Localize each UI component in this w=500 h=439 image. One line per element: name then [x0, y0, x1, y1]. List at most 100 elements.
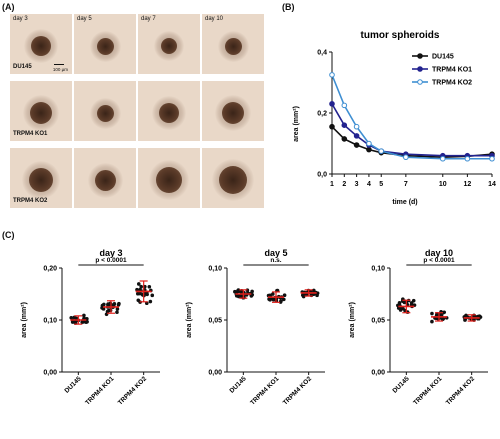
series-line	[331, 103, 492, 157]
data-point	[136, 282, 141, 286]
data-point	[353, 142, 360, 148]
data-point	[147, 284, 152, 289]
x-tick-label: 10	[439, 181, 447, 188]
data-point	[353, 123, 360, 130]
micrograph-du145-day-5: day 5	[74, 14, 136, 74]
data-point	[440, 317, 445, 322]
x-tick-label: 12	[463, 181, 471, 188]
data-point	[271, 292, 275, 296]
data-point	[366, 140, 372, 147]
data-point	[282, 297, 286, 302]
x-tick-label: 2	[342, 181, 346, 188]
data-point	[341, 136, 348, 142]
data-point	[411, 298, 416, 303]
spheroid-core	[30, 102, 52, 124]
y-tick-label: 0,00	[371, 370, 385, 377]
data-point	[115, 310, 119, 315]
category-label: TRPM4 KO1	[84, 375, 116, 407]
data-point	[403, 154, 409, 161]
legend-marker	[417, 79, 423, 85]
spheroid-core	[161, 38, 177, 54]
micrograph-trpm4-ko2-day-10	[202, 148, 264, 208]
spheroid-core	[222, 102, 244, 124]
data-point	[268, 298, 272, 302]
y-tick-label: 0,2	[317, 111, 327, 118]
legend-marker	[417, 66, 423, 72]
significance-label: p < 0.0001	[95, 257, 127, 264]
micrograph-trpm4-ko1-day-5	[74, 81, 136, 141]
spheroid-core	[94, 169, 116, 191]
micrograph-du145-day-3: day 3 DU145 100 µm	[10, 14, 72, 74]
category-label: DU145	[391, 375, 411, 395]
data-point	[145, 292, 149, 297]
day-label: day 5	[77, 16, 92, 22]
data-point	[489, 155, 495, 162]
micrograph-du145-day-10: day 10	[202, 14, 264, 74]
data-point	[271, 297, 276, 302]
category-label: DU145	[63, 375, 83, 395]
data-point	[341, 102, 348, 109]
data-point	[138, 291, 142, 296]
data-point	[430, 311, 434, 316]
micrograph-trpm4-ko2-day-5	[74, 148, 136, 208]
legend-label: DU145	[432, 54, 454, 61]
data-point	[464, 155, 471, 162]
panel-b-label: (B)	[282, 2, 295, 12]
x-tick-label: 1	[330, 181, 334, 188]
y-tick-label: 0,10	[371, 266, 385, 273]
spheroid-core	[29, 168, 53, 192]
cell-line-label: DU145	[13, 64, 32, 70]
data-point	[115, 307, 120, 311]
data-point	[329, 72, 335, 78]
y-axis-label: area (mm²)	[349, 302, 356, 338]
plot-title: day 3	[99, 248, 122, 258]
category-label: DU145	[228, 375, 248, 395]
y-tick-label: 0,00	[208, 370, 222, 377]
category-label: TRPM4 KO2	[445, 375, 477, 407]
y-tick-label: 0,00	[43, 370, 57, 377]
x-tick-label: 7	[404, 181, 408, 188]
data-point	[329, 101, 335, 107]
cell-line-label: TRPM4 KO1	[13, 131, 48, 137]
data-point	[268, 293, 272, 298]
y-axis-label: area (mm²)	[186, 302, 193, 338]
micrograph-trpm4-ko1-day-7	[138, 81, 200, 141]
spheroid-core	[219, 166, 247, 194]
data-point	[117, 301, 121, 306]
y-axis-label: area (mm²)	[21, 302, 28, 338]
data-point	[236, 288, 241, 292]
chart-b-xlabel: time (d)	[392, 199, 417, 206]
data-point	[82, 313, 86, 318]
y-tick-label: 0,0	[317, 172, 327, 179]
data-point	[378, 148, 385, 154]
day-label: day 7	[141, 16, 156, 22]
data-point	[278, 300, 283, 304]
y-tick-label: 0,05	[371, 318, 385, 325]
data-point	[70, 320, 75, 324]
panel-a-label: (A)	[2, 2, 15, 12]
chart-b-ylabel: area (mm²)	[293, 106, 300, 142]
scale-bar-label: 100 µm	[52, 67, 68, 72]
y-tick-label: 0,05	[208, 318, 222, 325]
spheroid-core	[224, 37, 242, 55]
series-line	[331, 126, 493, 159]
day-label: day 3	[13, 16, 28, 22]
category-label: TRPM4 KO1	[249, 375, 281, 407]
day-label: day 10	[205, 16, 224, 22]
category-label: TRPM4 KO2	[117, 375, 149, 407]
micrograph-trpm4-ko2-day-7	[138, 148, 200, 208]
x-tick-label: 3	[355, 181, 359, 188]
micrograph-trpm4-ko2-day-3: TRPM4 KO2	[10, 148, 72, 208]
significance-label: p < 0.0001	[423, 257, 455, 264]
chart-b-title: tumor spheroids	[361, 30, 440, 41]
data-point	[329, 123, 335, 130]
micrograph-du145-day-7: day 7	[138, 14, 200, 74]
data-point	[397, 301, 402, 305]
significance-label: n.s.	[270, 257, 281, 264]
data-point	[139, 284, 143, 289]
data-point	[108, 301, 113, 306]
spheroid-core	[159, 103, 179, 123]
y-tick-label: 0,4	[317, 50, 327, 57]
y-tick-label: 0,10	[208, 266, 222, 273]
